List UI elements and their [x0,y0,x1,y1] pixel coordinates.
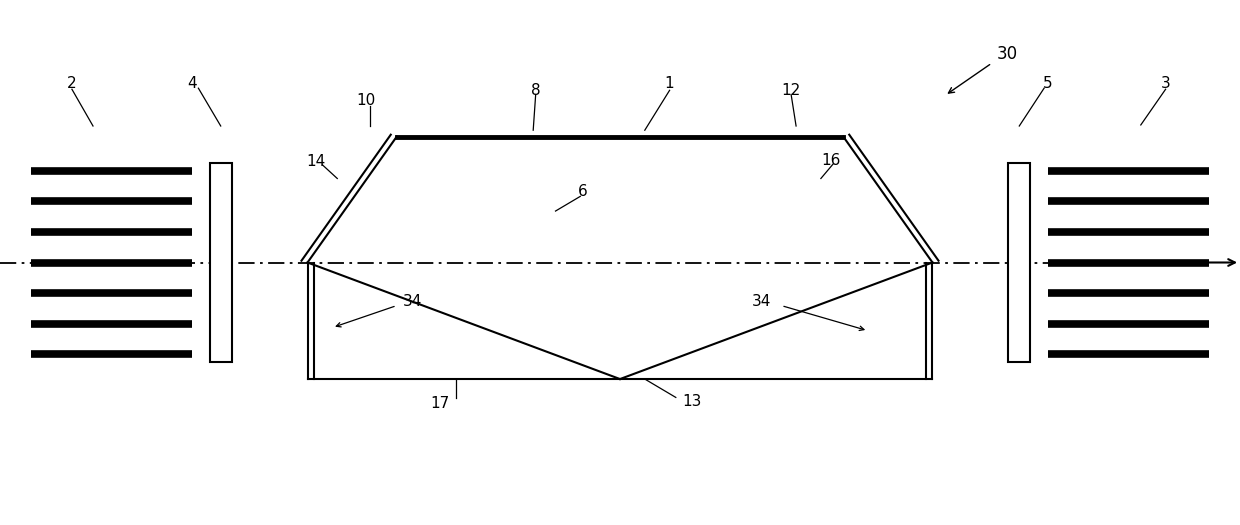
Bar [210,163,232,362]
Text: 6: 6 [578,184,588,199]
Text: 3: 3 [1161,77,1171,91]
Text: 34: 34 [751,295,771,309]
Text: 14: 14 [306,154,326,169]
Bar [1008,163,1030,362]
Text: 2: 2 [67,77,77,91]
Text: 34: 34 [403,295,423,309]
Text: 4: 4 [187,77,197,91]
Text: 16: 16 [821,153,841,167]
Text: 30: 30 [996,45,1018,62]
Text: 8: 8 [531,83,541,98]
Text: 10: 10 [356,93,376,108]
Text: 12: 12 [781,83,801,98]
Text: 17: 17 [430,396,450,411]
Text: 5: 5 [1043,77,1053,91]
Text: 1: 1 [665,77,675,91]
Text: 13: 13 [682,394,702,409]
